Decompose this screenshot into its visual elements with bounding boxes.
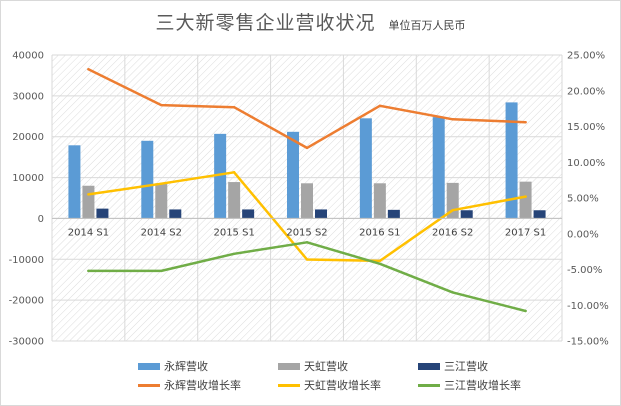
line-point-5: [87, 269, 90, 273]
bar-1: [373, 183, 386, 219]
line-point-3: [160, 103, 163, 107]
y-right-tick-label: 10.00%: [567, 158, 605, 169]
legend-label: 三江营收增长率: [444, 379, 521, 392]
y-right-tick-label: 0.00%: [567, 229, 599, 240]
line-point-5: [305, 241, 309, 244]
line-point-5: [378, 262, 382, 265]
x-tick-label: 2014 S2: [141, 227, 182, 238]
legend-item: 三江营收: [418, 358, 558, 374]
y-left-tick-label: 0: [38, 214, 44, 225]
y-right-tick-label: -15.00%: [567, 337, 609, 348]
line-point-3: [524, 121, 527, 124]
bar-0: [214, 133, 227, 219]
line-point-4: [451, 208, 454, 212]
x-tick-label: 2014 S1: [68, 227, 109, 238]
line-point-3: [87, 68, 90, 71]
y-right-tick-label: -5.00%: [567, 265, 602, 276]
line-point-4: [87, 193, 90, 196]
bar-1: [82, 185, 95, 219]
y-left-tick-label: -20000: [9, 296, 44, 307]
legend-row-growth: 永辉营收增长率 天虹营收增长率 三江营收增长率: [138, 377, 558, 393]
x-tick-label: 2015 S2: [286, 227, 327, 238]
line-point-4: [232, 171, 236, 174]
chart-title-row: 三大新零售企业营收状况 单位百万人民币: [0, 8, 621, 35]
y-right-tick-label: -10.00%: [567, 301, 609, 312]
legend-item: 三江营收增长率: [418, 377, 558, 393]
y-right-tick-label: 20.00%: [567, 86, 605, 97]
x-tick-label: 2015 S1: [213, 227, 254, 238]
y-left-tick-label: -10000: [9, 255, 44, 266]
legend-label: 永辉营收增长率: [164, 379, 241, 392]
x-tick-label: 2017 S1: [505, 227, 546, 238]
y-left-tick-label: -30000: [9, 337, 44, 348]
y-left-tick-label: 10000: [12, 173, 44, 184]
legend-item: 永辉营收: [138, 358, 278, 374]
line-point-5: [524, 309, 527, 313]
line-point-3: [451, 118, 454, 121]
axes: -30000 -20000 -10000 0 10000 20000 30000 40000 -…: [9, 51, 609, 348]
legend-swatch: [418, 362, 440, 370]
bar-1: [301, 183, 313, 219]
bar-2: [169, 209, 182, 219]
legend-swatch: [138, 362, 160, 370]
bar-0: [359, 118, 372, 219]
line-point-4: [378, 259, 382, 263]
bar-2: [96, 208, 109, 219]
legend-item: 天虹营收增长率: [278, 377, 418, 393]
bar-0: [141, 140, 154, 219]
bar-2: [533, 210, 546, 219]
legend-swatch: [278, 362, 300, 370]
x-tick-label: 2016 S1: [359, 227, 400, 238]
legend-swatch: [418, 383, 440, 387]
legend-row-revenue: 永辉营收 天虹营收 三江营收: [138, 358, 558, 374]
bar-0: [505, 102, 518, 219]
bar-2: [460, 210, 473, 219]
bar-2: [242, 209, 255, 219]
line-point-5: [232, 252, 236, 255]
bar-2: [315, 209, 327, 219]
y-left-tick-label: 40000: [12, 51, 44, 62]
y-right-tick-label: 5.00%: [567, 194, 599, 205]
chart-subtitle: 单位百万人民币: [388, 19, 466, 32]
bar-0: [432, 117, 445, 219]
bar-1: [155, 183, 168, 219]
legend-swatch: [278, 383, 300, 387]
legend-label: 天虹营收增长率: [304, 379, 381, 392]
bar-2: [387, 209, 400, 219]
bar-1: [519, 181, 532, 219]
line-point-4: [524, 195, 527, 198]
legend-label: 永辉营收: [164, 360, 208, 373]
line-point-3: [232, 105, 236, 109]
bar-0: [68, 145, 81, 219]
line-series: [87, 68, 527, 313]
line-point-4: [160, 182, 163, 185]
line-point-5: [160, 269, 163, 273]
legend-item: 天虹营收: [278, 358, 418, 374]
legend-swatch: [138, 383, 160, 387]
bar-1: [228, 182, 241, 219]
legend-label: 三江营收: [444, 360, 488, 373]
line-point-3: [305, 146, 309, 150]
chart-title: 三大新零售企业营收状况: [155, 12, 376, 34]
y-right-tick-label: 25.00%: [567, 51, 605, 62]
legend-label: 天虹营收: [304, 360, 348, 373]
line-point-3: [378, 104, 382, 107]
y-left-tick-label: 20000: [12, 132, 44, 143]
y-left-tick-label: 30000: [12, 91, 44, 102]
x-tick-label: 2016 S2: [432, 227, 473, 238]
line-point-5: [451, 291, 454, 294]
legend-item: 永辉营收增长率: [138, 377, 278, 393]
line-point-4: [305, 258, 309, 261]
y-right-tick-label: 15.00%: [567, 122, 605, 133]
bar-0: [287, 131, 299, 219]
